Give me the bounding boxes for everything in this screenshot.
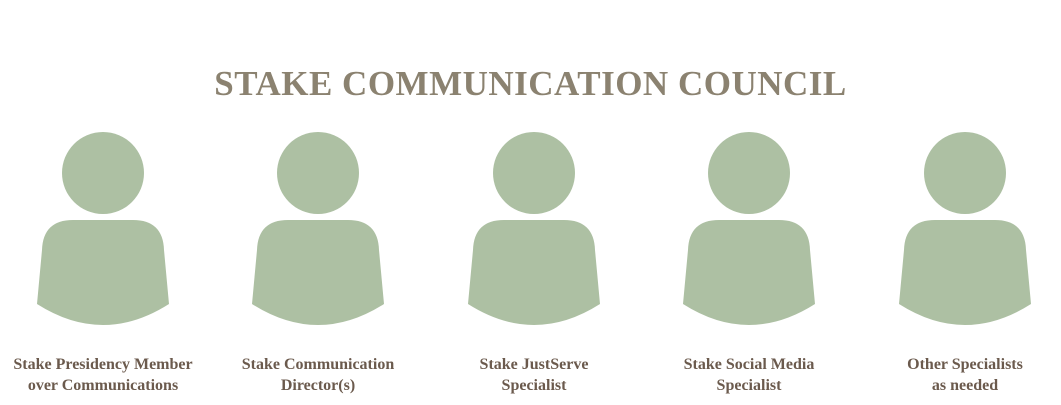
person-icon (37, 132, 169, 325)
member-label-line2: Specialist (716, 377, 782, 394)
member-label-line2: as needed (931, 377, 999, 394)
council-member-director: Stake Communication Director(s) (208, 128, 428, 396)
page-title: STAKE COMMUNICATION COUNCIL (214, 64, 847, 103)
council-member-other: Other Specialists as needed (855, 128, 1061, 396)
person-icon (252, 132, 384, 325)
member-label-line2: Specialist (501, 377, 567, 394)
member-label-line2: over Communications (27, 377, 179, 394)
member-label-line1: Stake Presidency Member (13, 356, 193, 373)
person-icon (683, 132, 815, 325)
member-label-line1: Stake Social Media (683, 356, 815, 373)
person-icon (468, 132, 600, 325)
council-member-presidency: Stake Presidency Member over Communicati… (0, 128, 213, 396)
member-label-line1: Stake JustServe (479, 356, 589, 373)
member-label-line1: Other Specialists (907, 356, 1023, 373)
council-member-justserve: Stake JustServe Specialist (424, 128, 644, 396)
member-label-line1: Stake Communication (241, 356, 395, 373)
member-label-line2: Director(s) (280, 377, 356, 394)
council-member-social-media: Stake Social Media Specialist (639, 128, 859, 396)
person-icon (899, 132, 1031, 325)
